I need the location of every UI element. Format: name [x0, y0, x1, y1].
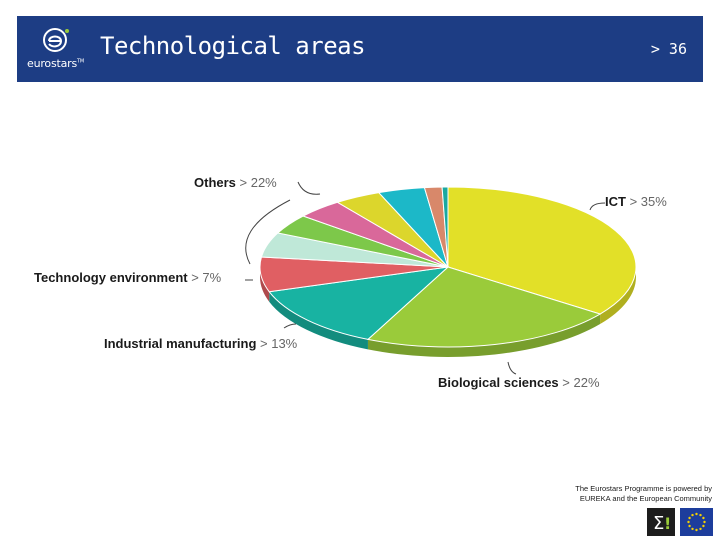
svg-text:Σ: Σ: [653, 513, 664, 534]
label-others-name: Others: [194, 175, 236, 190]
eu-star: [702, 516, 705, 520]
label-others: Others > 22%: [194, 175, 277, 190]
slice-labels: ICT > 35% Biological sciences > 22% Indust…: [34, 175, 667, 390]
label-ind-value: > 13%: [256, 336, 297, 351]
eu-star: [703, 520, 706, 524]
slice-side-env-3: [260, 267, 270, 302]
header-bar: eurostarsTM Technological areas > 36: [17, 16, 703, 82]
leader-line-others-bracket: [245, 199, 291, 265]
eu-star: [691, 527, 694, 531]
eurostars-e-icon: [43, 28, 69, 52]
label-ind: Industrial manufacturing > 13%: [104, 336, 298, 351]
slice-ind-2: [268, 266, 450, 340]
label-ict-value: > 35%: [626, 194, 667, 209]
eu-star: [695, 528, 698, 532]
eu-star: [688, 524, 691, 528]
label-env-value: > 7%: [188, 270, 222, 285]
label-others-value: > 22%: [236, 175, 277, 190]
label-env-name: Technology environment: [34, 270, 188, 285]
eureka-logo-icon: Σ!: [647, 508, 675, 536]
eu-star: [687, 520, 690, 524]
pie-slices: [259, 186, 637, 357]
leader-line-ict: [589, 202, 606, 211]
label-env: Technology environment > 7%: [34, 270, 222, 285]
footer-line-1: The Eurostars Programme is powered by: [575, 484, 712, 493]
leader-lines: [245, 181, 606, 375]
eu-star: [695, 512, 698, 516]
eurostars-logo: eurostarsTM: [25, 26, 95, 76]
svg-text:!: !: [664, 514, 671, 533]
eu-star: [699, 513, 702, 517]
slice-ict-0: [447, 186, 637, 315]
leader-line-bio: [507, 361, 517, 375]
slice-side-ind-2: [269, 291, 368, 350]
eu-star: [702, 524, 705, 528]
label-bio: Biological sciences > 22%: [438, 375, 600, 390]
leader-line-others: [297, 181, 321, 195]
slice-side-bio-1: [367, 314, 601, 357]
eu-star: [688, 516, 691, 520]
footer-line-2: EUREKA and the European Community: [579, 494, 712, 503]
label-bio-value: > 22%: [559, 375, 600, 390]
label-ind-name: Industrial manufacturing: [104, 336, 256, 351]
eu-star: [699, 527, 702, 531]
footer-text: The Eurostars Programme is powered by EU…: [522, 484, 712, 504]
label-ict: ICT > 35%: [605, 194, 667, 209]
label-bio-name: Biological sciences: [438, 375, 559, 390]
label-ict-name: ICT: [605, 194, 626, 209]
page-number: > 36: [650, 40, 687, 58]
logo-text: eurostarsTM: [27, 57, 84, 70]
slice-side-ict-0: [600, 267, 636, 325]
eu-flag-icon: [680, 508, 713, 536]
eu-star: [691, 513, 694, 517]
page-title: Technological areas: [100, 32, 366, 60]
leader-line-ind: [283, 323, 297, 329]
slice-others-10: [441, 186, 449, 268]
